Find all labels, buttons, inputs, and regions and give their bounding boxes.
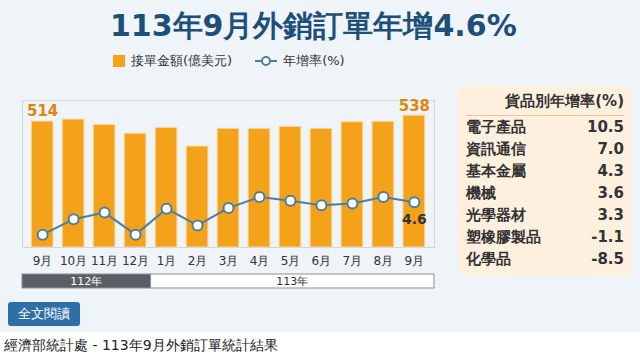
html-text:化學品: 化學品 — [466, 250, 511, 268]
svg-text:514: 514 — [27, 102, 58, 120]
svg-text:5月: 5月 — [281, 254, 301, 268]
html-text:光學器材: 光學器材 — [466, 206, 526, 224]
html-text:電子產品: 電子產品 — [466, 118, 526, 136]
svg-text:1月: 1月 — [157, 254, 177, 268]
svg-text:4.6: 4.6 — [402, 211, 427, 227]
svg-text:112年: 112年 — [70, 275, 102, 288]
svg-text:9月: 9月 — [33, 254, 53, 268]
html-text:-1.1: -1.1 — [591, 228, 624, 246]
svg-text:4月: 4月 — [250, 254, 270, 268]
html-text:3.6: 3.6 — [597, 184, 624, 202]
svg-text:11月: 11月 — [91, 254, 118, 268]
html-text:年增率(%): 年增率(%) — [283, 53, 345, 68]
svg-text:6月: 6月 — [312, 254, 332, 268]
svg-text:9月: 9月 — [405, 254, 425, 268]
html-text:基本金屬: 基本金屬 — [466, 162, 526, 180]
html-text:4.3: 4.3 — [597, 162, 624, 180]
html-text:113年9月外銷訂單年增4.6%: 113年9月外銷訂單年增4.6% — [110, 8, 517, 43]
svg-text:113年: 113年 — [276, 275, 308, 288]
html-text:10.5: 10.5 — [587, 118, 624, 136]
svg-text:7月: 7月 — [343, 254, 363, 268]
html-text:-8.5: -8.5 — [591, 250, 624, 268]
html-text:全文閱讀: 全文閱讀 — [18, 306, 70, 321]
html-text:機械: 機械 — [466, 184, 496, 202]
html-text:貨品別年增率(%): 貨品別年增率(%) — [505, 92, 624, 110]
svg-text:2月: 2月 — [188, 254, 208, 268]
html-text:經濟部統計處 - 113年9月外銷訂單統計結果: 經濟部統計處 - 113年9月外銷訂單統計結果 — [4, 337, 278, 353]
html-text:接單金額(億美元): 接單金額(億美元) — [131, 53, 233, 68]
svg-text:8月: 8月 — [374, 254, 394, 268]
html-text:7.0: 7.0 — [597, 140, 624, 158]
svg-text:10月: 10月 — [60, 254, 87, 268]
svg-text:12月: 12月 — [122, 254, 149, 268]
html-text:3.3: 3.3 — [597, 206, 624, 224]
svg-text:3月: 3月 — [219, 254, 239, 268]
svg-text:538: 538 — [399, 96, 430, 114]
html-text:塑橡膠製品: 塑橡膠製品 — [466, 228, 541, 246]
html-text:資訊通信: 資訊通信 — [466, 140, 526, 158]
